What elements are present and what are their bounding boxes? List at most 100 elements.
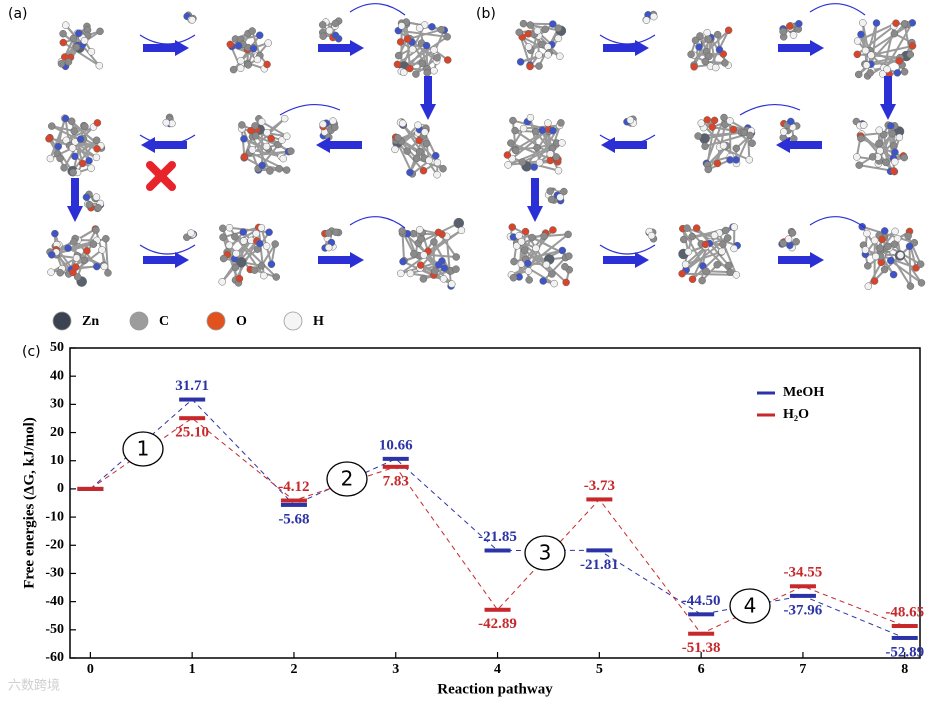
value-label: -34.55 (784, 565, 823, 581)
molecule (45, 114, 106, 177)
atom (697, 119, 706, 127)
atom (416, 147, 424, 156)
atom (732, 156, 740, 164)
molecule (678, 223, 741, 285)
atom (900, 68, 909, 76)
step-label: 3 (539, 541, 552, 565)
atom (187, 229, 195, 237)
atom (509, 274, 518, 282)
atom (558, 139, 566, 147)
atom (92, 136, 101, 145)
y-tick-label: 0 (57, 481, 64, 496)
atom (526, 62, 534, 71)
atom (680, 235, 688, 244)
bond (76, 250, 88, 278)
step-label: 4 (744, 594, 757, 618)
energy-level (484, 548, 511, 553)
x-tick-label: 6 (698, 662, 705, 677)
atom (862, 61, 871, 69)
atom (59, 38, 68, 47)
atom (880, 130, 888, 139)
atom (548, 270, 556, 278)
atom (792, 237, 800, 246)
atom (779, 27, 787, 36)
x-tick-label: 3 (392, 662, 399, 677)
atom (231, 263, 240, 272)
y-tick-label: -50 (45, 622, 64, 637)
atom (239, 237, 248, 245)
atom (62, 21, 70, 29)
step-circle (524, 535, 566, 571)
atom (319, 120, 327, 128)
energy-level (891, 635, 918, 640)
atom (412, 70, 420, 78)
atom (861, 246, 870, 254)
arrow-body (788, 141, 822, 149)
arrow-head (420, 104, 436, 120)
atom (867, 51, 875, 59)
atom (713, 159, 722, 168)
curved-arrow (279, 103, 341, 116)
atom (518, 158, 527, 166)
molecule (57, 21, 104, 71)
molecule (218, 223, 280, 287)
atom (267, 134, 275, 143)
atom (880, 265, 889, 274)
atom (890, 167, 898, 175)
value-label: -4.12 (278, 479, 309, 495)
atom (229, 65, 238, 74)
curved-arrow (139, 34, 196, 45)
atom (556, 193, 564, 201)
red-cross (146, 161, 176, 191)
atom (540, 232, 548, 240)
atom (556, 52, 564, 61)
atom (433, 170, 441, 179)
arrow-body (778, 44, 812, 52)
atom (690, 63, 698, 71)
atom (560, 187, 568, 196)
atom (249, 45, 258, 53)
bond (857, 53, 901, 59)
atom (406, 168, 414, 177)
atom (884, 242, 892, 251)
atom (219, 224, 227, 233)
atom (69, 168, 77, 177)
atom (535, 62, 543, 70)
atom (870, 236, 879, 245)
atom (786, 241, 794, 250)
atom (853, 153, 861, 161)
atom (724, 261, 733, 270)
atom (558, 246, 567, 255)
energy-level (789, 593, 816, 598)
atom (72, 43, 81, 51)
atom (416, 225, 424, 234)
atom (554, 166, 563, 175)
plot-frame (69, 347, 921, 659)
atom (93, 119, 102, 127)
atom (906, 50, 915, 59)
atom (531, 127, 540, 136)
arrow-head (350, 40, 364, 56)
atom (71, 152, 79, 161)
atom (857, 30, 865, 39)
bond (50, 257, 78, 274)
atom (508, 223, 517, 231)
atom (69, 268, 77, 277)
molecule (694, 113, 756, 174)
atom (524, 43, 533, 51)
atom (888, 129, 896, 138)
y-tick-label: -30 (45, 566, 64, 581)
molecule (645, 227, 658, 243)
atom (406, 269, 415, 278)
value-label: 31.71 (175, 378, 209, 394)
atom (64, 244, 72, 252)
atom (891, 158, 899, 166)
reaction-arrow (318, 40, 364, 56)
atom (433, 158, 442, 167)
atom (708, 123, 717, 131)
reaction-arrow (318, 252, 364, 268)
molecule (321, 227, 343, 252)
atom (332, 228, 340, 236)
atom (695, 43, 703, 51)
x-tick-label: 5 (596, 662, 603, 677)
